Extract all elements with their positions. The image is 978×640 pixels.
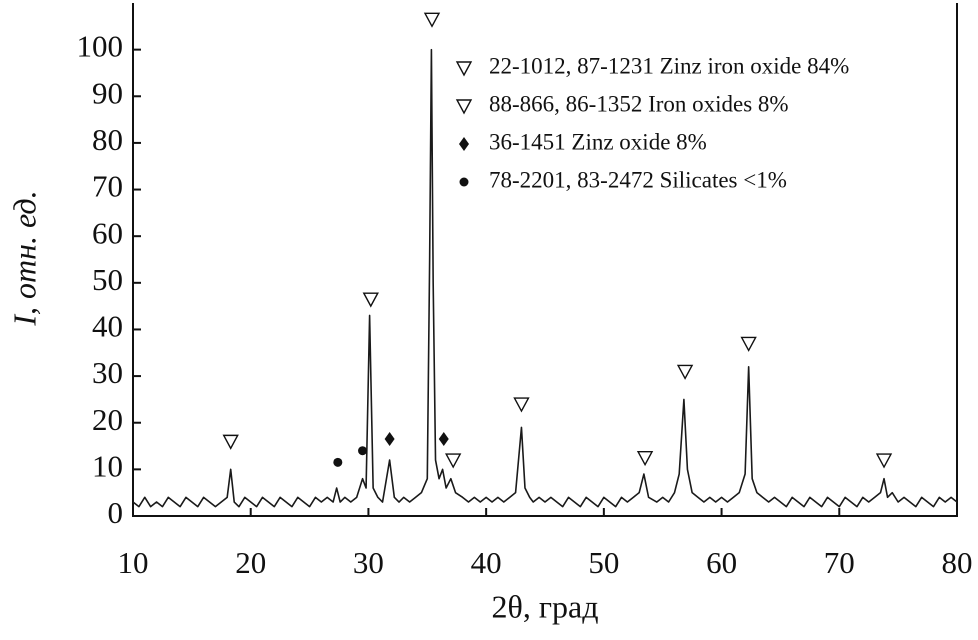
legend-label: 88-866, 86-1352 Iron oxides 8%	[489, 91, 789, 116]
y-tick-label: 40	[92, 309, 123, 344]
y-tick-label: 50	[92, 262, 123, 297]
y-tick-label: 10	[92, 448, 123, 483]
legend-label: 22-1012, 87-1231 Zinz iron oxide 84%	[489, 53, 849, 78]
x-tick-label: 30	[353, 545, 384, 580]
y-tick-label: 90	[92, 75, 123, 110]
x-axis-title: 2θ, град	[492, 588, 599, 624]
y-tick-label: 20	[92, 402, 123, 437]
triangle-marker	[513, 397, 530, 413]
triangle-marker	[222, 434, 239, 450]
y-tick-label: 60	[92, 215, 123, 250]
circle-marker	[358, 446, 368, 456]
y-tick-label: 100	[77, 29, 124, 64]
y-tick-label: 30	[92, 355, 123, 390]
x-tick-label: 50	[588, 545, 619, 580]
triangle-marker	[455, 99, 473, 115]
diamond-marker	[459, 137, 469, 151]
x-tick-label: 10	[118, 545, 149, 580]
diamond-marker	[384, 432, 395, 447]
x-tick-label: 60	[706, 545, 737, 580]
triangle-marker	[740, 336, 757, 352]
triangle-marker	[636, 451, 654, 467]
y-axis-title: I, отн. ед.	[6, 190, 42, 326]
y-tick-label: 70	[92, 169, 123, 204]
x-tick-label: 80	[942, 545, 973, 580]
x-tick-label: 40	[471, 545, 502, 580]
legend-label: 78-2201, 83-2472 Silicates <1%	[489, 167, 787, 192]
y-tick-label: 0	[108, 495, 124, 530]
triangle-marker	[676, 364, 694, 380]
diffraction-line	[132, 48, 958, 508]
y-tick-label: 80	[92, 122, 123, 157]
diamond-marker	[438, 432, 449, 447]
circle-marker	[333, 457, 343, 467]
triangle-marker	[362, 292, 379, 308]
triangle-marker	[445, 453, 462, 469]
triangle-marker	[423, 12, 441, 28]
x-tick-label: 70	[824, 545, 855, 580]
circle-marker	[459, 177, 469, 187]
triangle-marker	[455, 61, 473, 77]
triangle-marker	[875, 453, 893, 469]
x-tick-label: 20	[235, 545, 266, 580]
legend-label: 36-1451 Zinz oxide 8%	[489, 129, 707, 154]
axes-frame	[132, 3, 958, 517]
